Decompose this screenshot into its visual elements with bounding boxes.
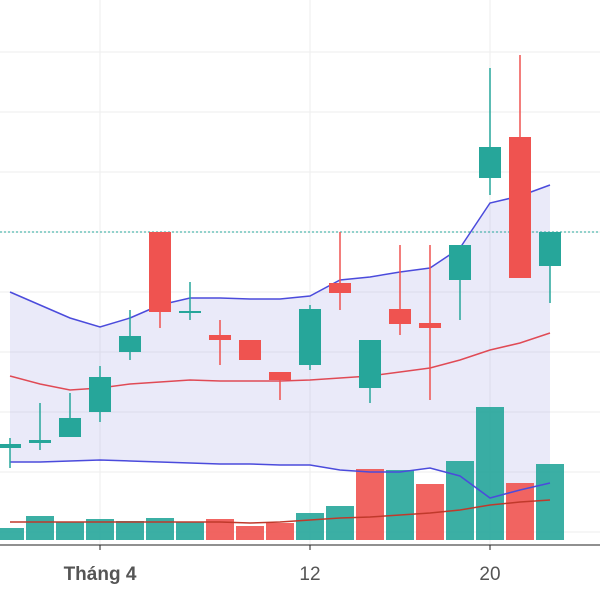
candle-body — [0, 444, 21, 448]
volume-bar — [476, 407, 504, 540]
candle-body — [479, 147, 501, 178]
candle-body — [299, 309, 321, 365]
volume-bar — [356, 469, 384, 540]
volume-bar — [296, 513, 324, 540]
candle-body — [89, 377, 111, 412]
volume-bar — [26, 516, 54, 540]
volume-bar — [0, 528, 24, 540]
candle-body — [539, 232, 561, 266]
candle-body — [359, 340, 381, 388]
volume-bar — [386, 470, 414, 540]
volume-bar — [266, 523, 294, 540]
band-fill — [10, 185, 550, 498]
candle-body — [149, 232, 171, 312]
x-tick-label: 12 — [299, 564, 320, 585]
candle-body — [509, 137, 531, 278]
volume-bar — [236, 526, 264, 540]
volume-bar — [176, 522, 204, 540]
candle-body — [179, 311, 201, 313]
candle-body — [119, 336, 141, 352]
volume-bar — [206, 519, 234, 540]
band-line — [10, 459, 551, 499]
candle-body — [329, 283, 351, 293]
volume-bar — [86, 519, 114, 540]
volume-bar — [536, 464, 564, 540]
x-tick-label: Tháng 4 — [64, 564, 137, 585]
volume-bar — [146, 518, 174, 540]
volume-bar — [506, 483, 534, 540]
candle-body — [29, 440, 51, 443]
volume-ma-line — [10, 499, 551, 524]
candle-body — [449, 245, 471, 280]
volume-bar — [56, 522, 84, 540]
candle-body — [269, 372, 291, 380]
candle-body — [209, 335, 231, 340]
x-tick-label: 20 — [479, 564, 500, 585]
candle-body — [239, 340, 261, 360]
candle-body — [389, 309, 411, 324]
volume-bar — [116, 521, 144, 540]
volume-bar — [326, 506, 354, 540]
candle-body — [59, 418, 81, 437]
candle-body — [419, 323, 441, 328]
